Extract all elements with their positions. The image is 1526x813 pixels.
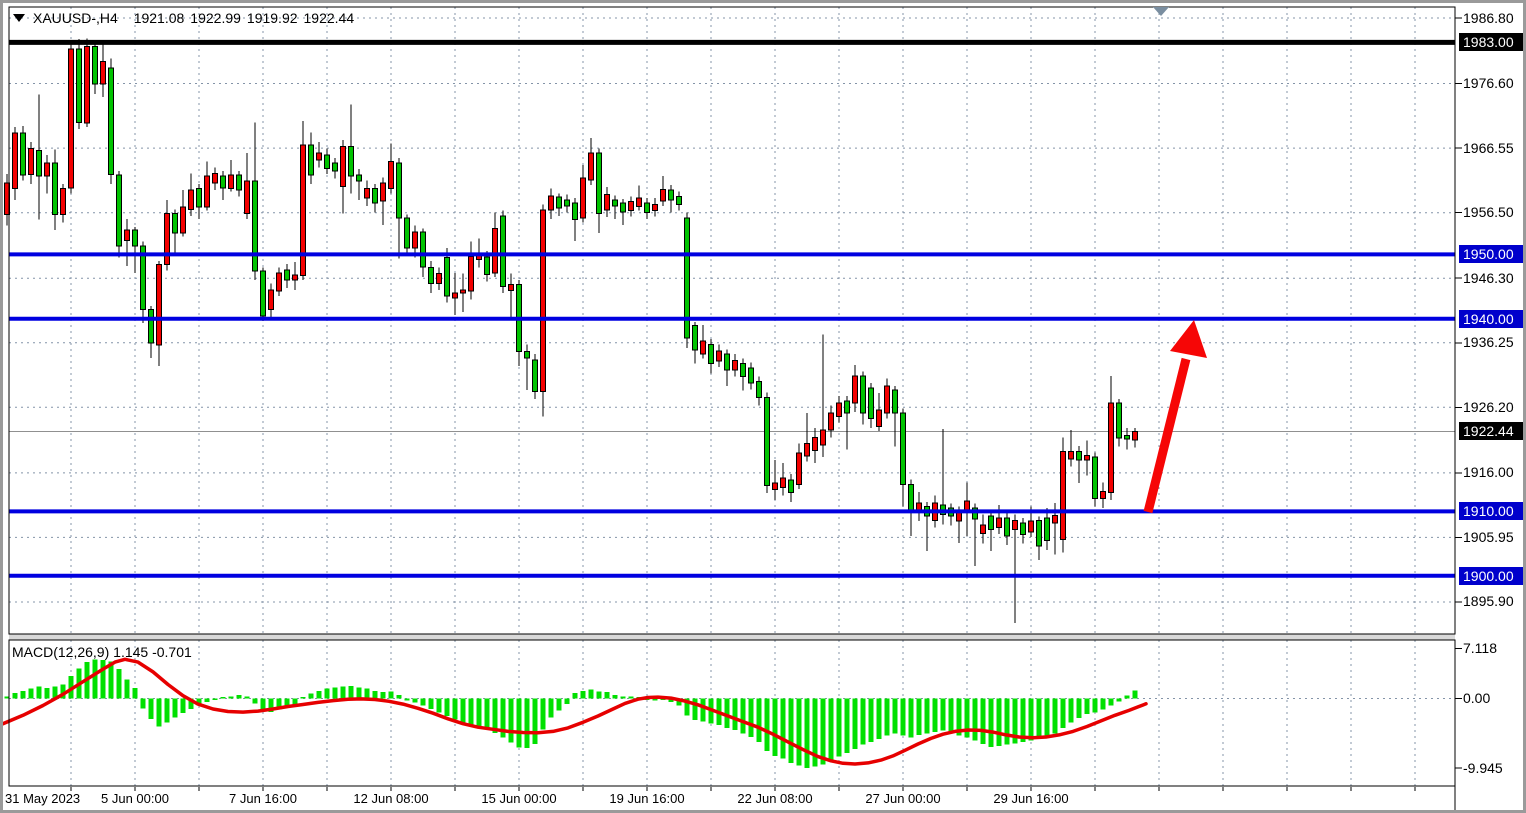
price-badge-black: 1983.00 (1459, 33, 1523, 52)
macd-signal-value: -0.701 (152, 644, 192, 660)
ohlc-high: 1922.99 (190, 10, 241, 26)
macd-indicator-label: MACD(12,26,9) 1.145 -0.701 (12, 644, 192, 660)
price-tick-label: 1926.20 (1463, 398, 1514, 415)
symbol-timeframe-label: XAUUSD-,H4 (33, 10, 118, 26)
macd-signal-line[interactable] (3, 657, 1148, 766)
price-tick-label: 1936.25 (1463, 334, 1514, 351)
chart-title-bar: XAUUSD-,H4 1921.08 1922.99 1919.92 1922.… (13, 10, 354, 26)
price-tick-label: 1956.50 (1463, 204, 1514, 221)
time-axis[interactable]: 31 May 2023 5 Jun 00:00 7 Jun 16:00 12 Jun … (3, 791, 1523, 810)
price-badge-blue: 1950.00 (1459, 245, 1523, 264)
candles-layer[interactable] (4, 38, 1138, 624)
macd-tick-label: 7.118 (1463, 640, 1497, 657)
macd-histogram[interactable] (4, 659, 1138, 768)
symbol-dropdown-icon[interactable] (13, 14, 25, 22)
price-badge-blue: 1900.00 (1459, 566, 1523, 585)
price-badge-blue: 1940.00 (1459, 309, 1523, 328)
time-tick-label: 7 Jun 16:00 (229, 791, 297, 806)
time-tick-label: 31 May 2023 (5, 791, 81, 806)
price-badge-blue: 1910.00 (1459, 502, 1523, 521)
macd-tick-label: 0.00 (1463, 690, 1491, 706)
ohlc-close: 1922.44 (303, 10, 355, 26)
price-tick-label: 1976.60 (1463, 75, 1514, 92)
price-badge-black: 1922.44 (1459, 422, 1523, 441)
macd-value: 1.145 (113, 644, 149, 660)
time-tick-label: 22 Jun 08:00 (737, 791, 813, 806)
time-tick-label: 5 Jun 00:00 (101, 791, 169, 806)
price-tick-label: 1916.00 (1463, 464, 1514, 481)
price-axis[interactable]: 1986.80 1983.00 1976.60 1966.55 1956.50 1950.… (1458, 3, 1523, 810)
trend-arrow[interactable] (1143, 320, 1207, 514)
price-tick-label: 1966.55 (1463, 139, 1514, 156)
price-tick-label: 1946.30 (1463, 269, 1514, 286)
ohlc-open: 1921.08 (133, 10, 185, 26)
price-tick-label: 1905.95 (1463, 528, 1514, 545)
macd-tick-label: -9.945 (1463, 759, 1503, 776)
time-tick-label: 27 Jun 00:00 (865, 791, 941, 806)
pane-divider[interactable] (9, 634, 1455, 640)
time-tick-label: 15 Jun 00:00 (481, 791, 557, 806)
chart-canvas[interactable] (3, 3, 1526, 813)
chart-shift-marker-icon[interactable] (1153, 7, 1169, 16)
price-tick-label: 1986.80 (1463, 9, 1514, 26)
time-tick-label: 29 Jun 16:00 (993, 791, 1069, 806)
axis-ticks (70, 17, 1462, 791)
time-tick-label: 19 Jun 16:00 (609, 791, 685, 806)
ohlc-low: 1919.92 (246, 10, 298, 26)
grid-layer (9, 7, 1455, 786)
time-tick-label: 12 Jun 08:00 (353, 791, 429, 806)
price-tick-label: 1895.90 (1463, 593, 1514, 610)
pane-borders (8, 6, 1456, 810)
